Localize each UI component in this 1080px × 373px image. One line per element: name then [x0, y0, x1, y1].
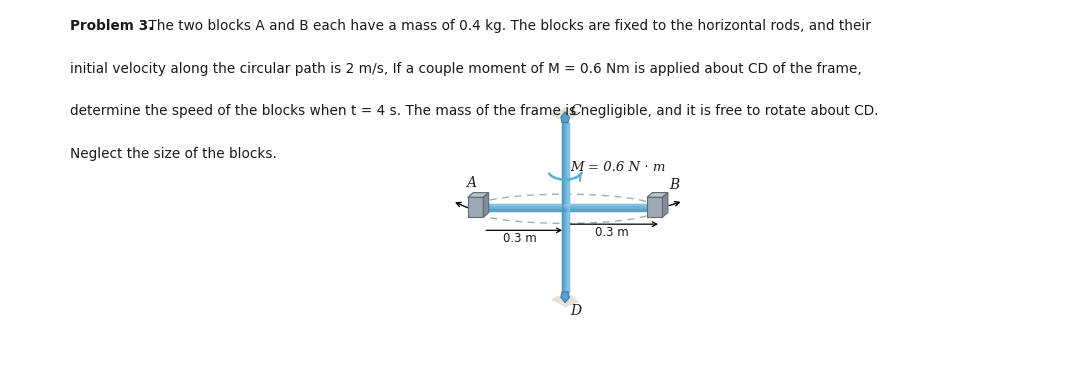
Text: C: C [570, 104, 581, 118]
Bar [562, 122, 568, 292]
Text: The two blocks A and B each have a mass of 0.4 kg. The blocks are fixed to the h: The two blocks A and B each have a mass … [144, 19, 870, 33]
Text: Neglect the size of the blocks.: Neglect the size of the blocks. [70, 147, 278, 162]
Polygon shape [662, 192, 667, 217]
Text: M = 0.6 N · m: M = 0.6 N · m [570, 161, 665, 174]
Text: D: D [570, 304, 582, 318]
Text: Problem 3.: Problem 3. [70, 19, 153, 33]
Polygon shape [468, 197, 483, 217]
Polygon shape [551, 107, 579, 119]
Polygon shape [647, 197, 662, 217]
Text: 0.3 m: 0.3 m [595, 226, 630, 239]
Bar [482, 204, 649, 211]
Polygon shape [647, 192, 667, 197]
Text: initial velocity along the circular path is 2 m/s, If a couple moment of M = 0.6: initial velocity along the circular path… [70, 62, 862, 76]
Polygon shape [561, 292, 569, 303]
Text: 0.3 m: 0.3 m [502, 232, 537, 245]
Polygon shape [483, 192, 489, 217]
Polygon shape [561, 112, 569, 122]
Polygon shape [468, 192, 489, 197]
Text: B: B [670, 178, 679, 192]
Bar [482, 209, 649, 211]
Text: determine the speed of the blocks when t = 4 s. The mass of the frame is negligi: determine the speed of the blocks when t… [70, 104, 879, 119]
Bar [482, 204, 649, 205]
Text: A: A [467, 176, 476, 189]
Polygon shape [551, 296, 579, 307]
Bar [567, 122, 568, 292]
Bar [562, 122, 563, 292]
